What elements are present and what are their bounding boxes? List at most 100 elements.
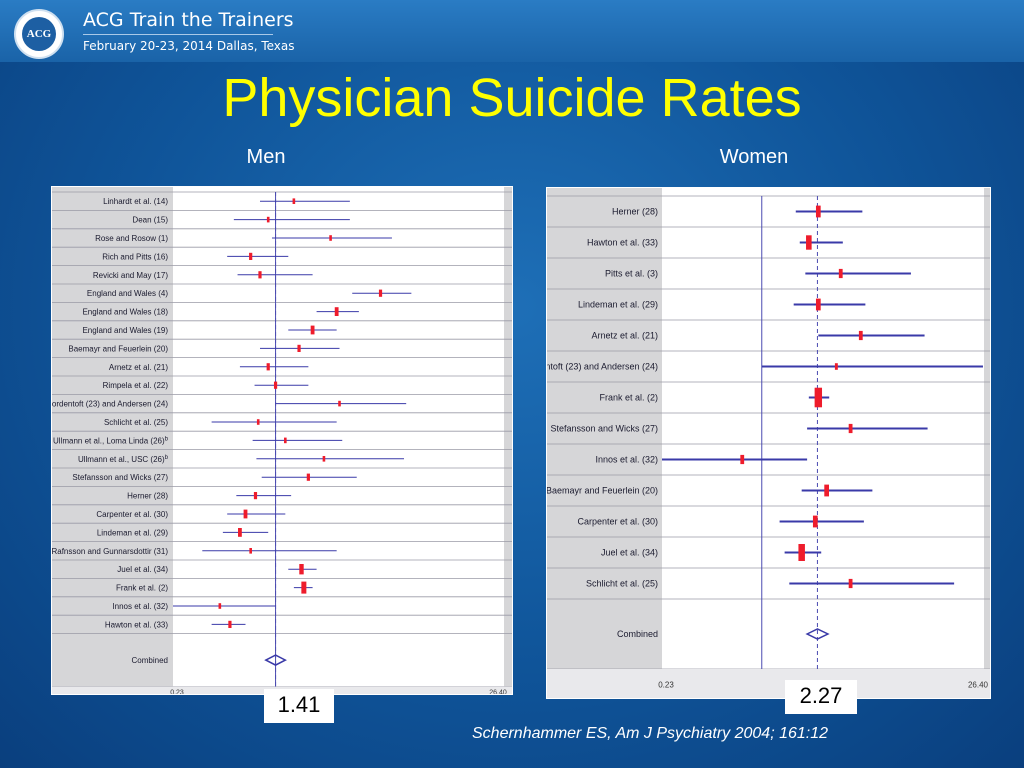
x-tick-label: 26.40: [968, 681, 989, 690]
men-forest-plot: Linhardt et al. (14) Dean (15) Rose and Ro…: [51, 186, 513, 695]
point-estimate: [334, 307, 339, 316]
slide-title: Physician Suicide Rates: [222, 68, 802, 128]
study-label: Arnetz et al. (21): [109, 363, 168, 372]
point-estimate: [297, 344, 301, 352]
org-title: ACG Train the Trainers: [83, 9, 294, 31]
point-estimate: [299, 564, 304, 575]
header-divider: [83, 34, 273, 35]
study-label: England and Wales (19): [82, 326, 168, 335]
point-estimate: [378, 289, 383, 297]
point-estimate: [258, 271, 262, 279]
x-tick-label: 0.23: [170, 689, 184, 694]
point-estimate: [848, 578, 853, 589]
point-estimate: [806, 235, 812, 250]
logo-text: ACG: [22, 17, 56, 51]
point-estimate: [228, 620, 232, 628]
women-forest-plot: Herner (28) Hawton et al. (33) Pitts et al…: [546, 187, 991, 699]
study-label: Herner (28): [612, 207, 658, 217]
study-label: Juel et al. (34): [117, 565, 168, 574]
study-label: Baemayr and Feuerlein (20): [68, 344, 168, 353]
study-label: Herner (28): [127, 492, 168, 501]
men-pooled-estimate-label: 1.41: [264, 689, 334, 723]
point-estimate: [273, 381, 278, 389]
point-estimate: [815, 298, 821, 311]
study-label: Rafnsson and Gunnarsdottir (31): [52, 547, 168, 556]
point-estimate: [218, 603, 222, 609]
study-label: Nordentoft (23) and Andersen (24): [52, 400, 168, 409]
point-estimate: [858, 330, 863, 341]
point-estimate: [740, 454, 745, 465]
study-label: Rich and Pitts (16): [102, 252, 168, 261]
combined-label: Combined: [617, 629, 658, 639]
study-label: Revicki and May (17): [93, 271, 168, 280]
study-label: Innos et al. (32): [112, 602, 168, 611]
study-label: Ullmann et al., Loma Linda (26)b: [53, 436, 169, 445]
study-label: Lindeman et al. (29): [97, 528, 168, 537]
point-estimate: [838, 268, 843, 279]
study-label: Stefansson and Wicks (27): [550, 424, 658, 434]
study-label: Rimpela et al. (22): [103, 381, 169, 390]
study-label: Arnetz et al. (21): [591, 331, 658, 341]
point-estimate: [834, 363, 838, 370]
point-estimate: [284, 437, 287, 444]
point-estimate: [814, 387, 823, 408]
point-estimate: [243, 509, 248, 519]
study-label: Baemayr and Feuerlein (20): [547, 486, 658, 496]
point-estimate: [824, 484, 829, 497]
women-pooled-estimate-label: 2.27: [785, 680, 857, 714]
point-estimate: [329, 235, 332, 241]
point-estimate: [812, 515, 818, 528]
study-label: Ullmann et al., USC (26)b: [78, 455, 169, 464]
study-label: Carpenter et al. (30): [96, 510, 168, 519]
study-label: England and Wales (4): [87, 289, 168, 298]
study-label: England and Wales (18): [82, 308, 168, 317]
point-estimate: [266, 363, 270, 371]
women-forest-plot-svg: Herner (28) Hawton et al. (33) Pitts et al…: [547, 188, 990, 698]
point-estimate: [338, 400, 341, 407]
study-label: Hawton et al. (33): [105, 620, 168, 629]
study-label: Carpenter et al. (30): [577, 517, 658, 527]
citation: Schernhammer ES, Am J Psychiatry 2004; 1…: [472, 725, 829, 742]
study-label: Hawton et al. (33): [587, 238, 658, 248]
study-label: Schlicht et al. (25): [586, 579, 658, 589]
point-estimate: [253, 492, 258, 500]
point-estimate: [815, 205, 821, 218]
point-estimate: [322, 456, 326, 462]
point-estimate: [292, 198, 296, 204]
point-estimate: [301, 581, 307, 594]
study-label: Stefansson and Wicks (27): [72, 473, 168, 482]
men-panel-title: Men: [246, 146, 286, 168]
study-label: Frank et al. (2): [116, 584, 168, 593]
x-tick-label: 26.40: [489, 689, 507, 694]
study-label: Dean (15): [132, 216, 168, 225]
study-label: Rose and Rosow (1): [95, 234, 168, 243]
study-label-superscript: b: [165, 436, 169, 442]
point-estimate: [256, 419, 260, 425]
study-label: Nordentoft (23) and Andersen (24): [547, 362, 658, 372]
point-estimate: [238, 528, 242, 537]
plot-area: [173, 187, 504, 687]
men-forest-plot-svg: Linhardt et al. (14) Dean (15) Rose and Ro…: [52, 187, 512, 694]
study-label-superscript: b: [165, 455, 169, 461]
point-estimate: [306, 473, 310, 481]
study-label: Lindeman et al. (29): [578, 300, 658, 310]
point-estimate: [249, 252, 253, 260]
combined-diamond: [805, 628, 830, 640]
x-tick-label: 0.23: [658, 681, 674, 690]
axis-band: [547, 669, 990, 698]
study-label: Schlicht et al. (25): [104, 418, 168, 427]
point-estimate: [249, 548, 252, 554]
point-estimate: [798, 544, 805, 561]
combined-diamond: [264, 654, 287, 666]
study-label: Juel et al. (34): [601, 548, 658, 558]
acg-logo: ACG: [14, 9, 64, 59]
study-label: Innos et al. (32): [595, 455, 658, 465]
event-dates: February 20-23, 2014 Dallas, Texas: [83, 39, 295, 53]
study-label: Linhardt et al. (14): [103, 197, 168, 206]
point-estimate: [848, 423, 853, 434]
study-label: Frank et al. (2): [599, 393, 658, 403]
header-bar: [0, 0, 1024, 62]
combined-label: Combined: [132, 656, 168, 665]
women-panel-title: Women: [719, 146, 789, 168]
point-estimate: [310, 325, 315, 335]
